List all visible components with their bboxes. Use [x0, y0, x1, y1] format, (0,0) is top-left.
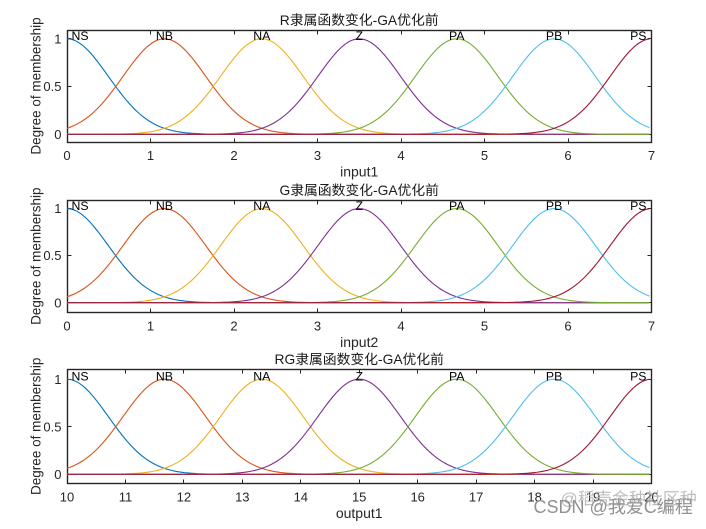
svg-text:4: 4	[397, 319, 404, 334]
svg-text:PB: PB	[546, 29, 562, 43]
svg-text:2: 2	[230, 319, 237, 334]
svg-text:G: G	[280, 183, 291, 198]
svg-text:PS: PS	[630, 29, 646, 43]
svg-text:7: 7	[648, 148, 655, 163]
svg-text:C: C	[644, 497, 657, 517]
svg-text:16: 16	[410, 490, 424, 505]
svg-text:PA: PA	[449, 199, 465, 213]
svg-text:18: 18	[527, 490, 541, 505]
svg-text:Z: Z	[355, 369, 363, 383]
svg-text:NA: NA	[253, 199, 271, 213]
svg-text:PS: PS	[630, 199, 646, 213]
svg-text:PB: PB	[546, 199, 562, 213]
svg-text:PA: PA	[449, 29, 465, 43]
svg-text:Z: Z	[355, 29, 363, 43]
svg-text:NB: NB	[156, 369, 173, 383]
svg-text:1: 1	[54, 201, 61, 216]
svg-text:NA: NA	[253, 369, 271, 383]
svg-text:4: 4	[397, 148, 404, 163]
svg-text:Degree of membership: Degree of membership	[28, 17, 43, 154]
svg-text:1: 1	[147, 148, 154, 163]
svg-text:0.5: 0.5	[43, 79, 61, 94]
svg-text:3: 3	[314, 148, 321, 163]
svg-text:11: 11	[119, 490, 133, 505]
svg-text:input2: input2	[340, 334, 378, 350]
svg-text:14: 14	[294, 490, 308, 505]
svg-text:0: 0	[54, 467, 61, 482]
svg-text:12: 12	[177, 490, 191, 505]
svg-text:17: 17	[469, 490, 483, 505]
svg-text:Degree of membership: Degree of membership	[28, 358, 43, 495]
svg-text:0: 0	[54, 127, 61, 142]
svg-text:NS: NS	[72, 199, 89, 213]
svg-text:0: 0	[63, 319, 70, 334]
svg-text:6: 6	[564, 148, 571, 163]
svg-text:6: 6	[564, 319, 571, 334]
svg-text:0: 0	[63, 148, 70, 163]
svg-text:15: 15	[352, 490, 366, 505]
svg-text:RG: RG	[275, 352, 296, 367]
svg-text:1: 1	[147, 319, 154, 334]
svg-text:5: 5	[481, 319, 488, 334]
svg-text:input1: input1	[340, 163, 378, 179]
svg-text:output1: output1	[336, 505, 383, 521]
svg-text:PS: PS	[630, 369, 646, 383]
svg-text:NB: NB	[156, 29, 173, 43]
svg-text:7: 7	[648, 319, 655, 334]
svg-text:-GA: -GA	[373, 183, 398, 198]
svg-text:0.5: 0.5	[43, 248, 61, 263]
svg-text:PB: PB	[546, 369, 562, 383]
svg-text:19: 19	[586, 490, 600, 505]
svg-text:-GA: -GA	[378, 352, 403, 367]
svg-text:5: 5	[481, 148, 488, 163]
svg-text:-GA: -GA	[373, 13, 398, 28]
svg-text:2: 2	[230, 148, 237, 163]
svg-text:@: @	[561, 490, 578, 509]
svg-text:10: 10	[60, 490, 74, 505]
svg-text:NS: NS	[72, 29, 89, 43]
svg-text:0.5: 0.5	[43, 419, 61, 434]
svg-text:1: 1	[54, 31, 61, 46]
svg-text:NS: NS	[72, 369, 89, 383]
svg-text:1: 1	[54, 372, 61, 387]
svg-text:PA: PA	[449, 369, 465, 383]
svg-text:Degree of membership: Degree of membership	[28, 188, 43, 325]
svg-text:13: 13	[235, 490, 249, 505]
svg-text:3: 3	[314, 319, 321, 334]
svg-text:Z: Z	[355, 199, 363, 213]
svg-text:0: 0	[54, 295, 61, 310]
svg-text:R: R	[280, 13, 290, 28]
svg-text:NB: NB	[156, 199, 173, 213]
svg-text:NA: NA	[253, 29, 271, 43]
svg-text:CSDN @: CSDN @	[534, 497, 608, 517]
